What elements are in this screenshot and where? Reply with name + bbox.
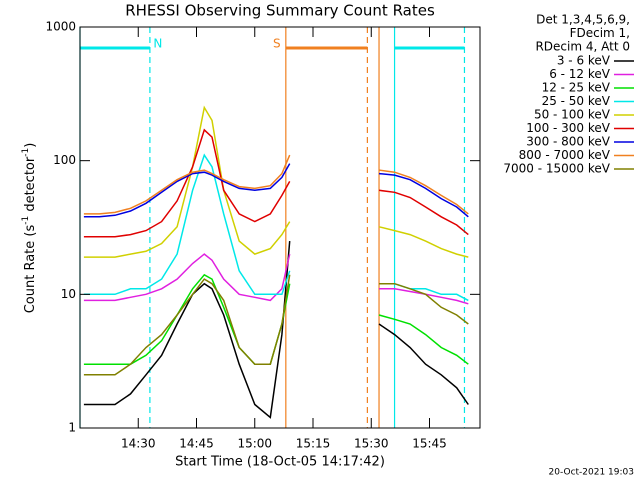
x-tick-label: 14:30: [121, 437, 156, 451]
legend-label: 25 - 50 keV: [542, 94, 611, 108]
legend-label: 12 - 25 keV: [542, 81, 611, 95]
series-line: [379, 282, 469, 325]
legend-label: 6 - 12 keV: [549, 67, 611, 81]
series-line: [83, 274, 291, 376]
event-label: N: [153, 37, 162, 51]
series-line: [83, 163, 291, 218]
legend-label: 800 - 7000 keV: [519, 148, 611, 162]
series-line: [83, 241, 291, 419]
series-line: [378, 169, 469, 215]
chart-title: RHESSI Observing Summary Count Rates: [125, 2, 435, 20]
series-line: [83, 154, 291, 215]
info-text: FDecim 1,: [570, 26, 630, 40]
legend-label: 300 - 800 keV: [526, 135, 610, 149]
x-axis-label: Start Time (18-Oct-05 14:17:42): [175, 455, 385, 470]
y-label-part: ): [23, 143, 38, 148]
series-line: [378, 314, 469, 365]
y-label-part: detector: [23, 156, 38, 216]
legend-label: 3 - 6 keV: [557, 54, 611, 68]
x-tick-label: 15:45: [412, 437, 447, 451]
series-line: [83, 253, 291, 302]
legend-label: 7000 - 15000 keV: [503, 162, 610, 176]
legend-label: 50 - 100 keV: [534, 108, 611, 122]
y-tick-label: 1: [68, 421, 76, 435]
x-tick-label: 15:15: [296, 437, 331, 451]
plot-frame: [79, 26, 481, 429]
legend-label: 100 - 300 keV: [526, 121, 610, 135]
y-label-sup: -1: [21, 148, 31, 157]
x-tick-label: 15:00: [237, 437, 272, 451]
x-tick-label: 14:45: [179, 437, 214, 451]
event-label: S: [273, 37, 281, 51]
series-line: [83, 128, 291, 238]
x-tick-label: 15:30: [354, 437, 389, 451]
info-text: Det 1,3,4,5,6,9,: [536, 13, 630, 27]
y-label-part: Count Rate (s: [23, 225, 38, 314]
series-line: [378, 323, 469, 405]
footer: 20-Oct-2021 19:03: [549, 468, 634, 478]
info-text: RDecim 4, Att 0: [535, 40, 630, 54]
series-line: [378, 189, 469, 236]
y-tick-label: 1000: [45, 20, 76, 34]
y-axis-label: Count Rate (s-1 detector-1): [21, 143, 38, 314]
y-label-sup: -1: [21, 216, 31, 225]
y-tick-label: 10: [61, 287, 76, 301]
y-tick-label: 100: [53, 153, 76, 167]
series-line: [83, 105, 291, 258]
series-line: [378, 172, 469, 218]
series-line: [378, 226, 469, 258]
